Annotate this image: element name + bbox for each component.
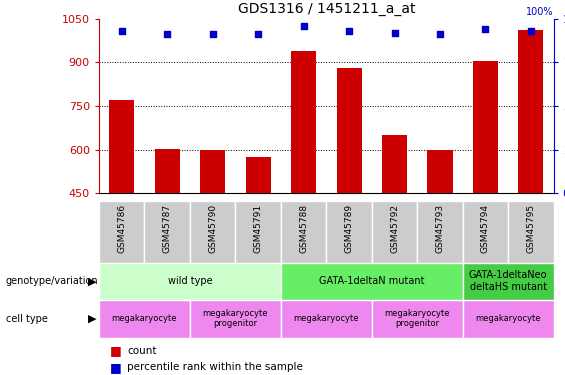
Point bbox=[345, 28, 354, 34]
Bar bbox=[281, 300, 372, 338]
Bar bbox=[246, 157, 271, 193]
Bar bbox=[463, 201, 508, 262]
Bar bbox=[372, 300, 463, 338]
Text: percentile rank within the sample: percentile rank within the sample bbox=[127, 363, 303, 372]
Bar bbox=[291, 51, 316, 193]
Bar bbox=[190, 201, 236, 262]
Point bbox=[481, 26, 490, 32]
Bar bbox=[463, 262, 554, 300]
Text: GSM45787: GSM45787 bbox=[163, 204, 172, 253]
Bar bbox=[99, 262, 281, 300]
Text: GSM45791: GSM45791 bbox=[254, 204, 263, 253]
Text: GSM45792: GSM45792 bbox=[390, 204, 399, 253]
Text: 100%: 100% bbox=[526, 7, 554, 17]
Text: GSM45788: GSM45788 bbox=[299, 204, 308, 253]
Text: megakaryocyte
progenitor: megakaryocyte progenitor bbox=[203, 309, 268, 328]
Bar bbox=[109, 100, 134, 193]
Bar bbox=[372, 201, 418, 262]
Bar bbox=[337, 68, 362, 193]
Text: ▶: ▶ bbox=[88, 276, 96, 286]
Text: cell type: cell type bbox=[6, 314, 47, 324]
Text: ▶: ▶ bbox=[88, 314, 96, 324]
Bar bbox=[99, 300, 190, 338]
Text: GSM45794: GSM45794 bbox=[481, 204, 490, 253]
Text: megakaryocyte: megakaryocyte bbox=[476, 314, 541, 323]
Point bbox=[163, 32, 172, 38]
Bar bbox=[327, 201, 372, 262]
Point bbox=[390, 30, 399, 36]
Bar bbox=[236, 201, 281, 262]
Bar bbox=[99, 201, 145, 262]
Bar bbox=[473, 61, 498, 193]
Title: GDS1316 / 1451211_a_at: GDS1316 / 1451211_a_at bbox=[237, 2, 415, 16]
Bar bbox=[190, 300, 281, 338]
Bar bbox=[519, 30, 544, 193]
Text: megakaryocyte
progenitor: megakaryocyte progenitor bbox=[385, 309, 450, 328]
Point bbox=[299, 23, 308, 29]
Bar bbox=[382, 135, 407, 193]
Point bbox=[117, 28, 126, 34]
Bar bbox=[508, 201, 554, 262]
Text: GSM45789: GSM45789 bbox=[345, 204, 354, 253]
Point bbox=[527, 28, 536, 34]
Bar bbox=[463, 300, 554, 338]
Bar bbox=[200, 150, 225, 193]
Point bbox=[254, 32, 263, 38]
Text: GATA-1deltaNeo
deltaHS mutant: GATA-1deltaNeo deltaHS mutant bbox=[469, 270, 547, 292]
Text: genotype/variation: genotype/variation bbox=[6, 276, 98, 286]
Text: ■: ■ bbox=[110, 344, 122, 357]
Bar bbox=[145, 201, 190, 262]
Text: GSM45793: GSM45793 bbox=[436, 204, 445, 253]
Text: wild type: wild type bbox=[168, 276, 212, 286]
Text: GSM45795: GSM45795 bbox=[527, 204, 536, 253]
Bar bbox=[428, 150, 453, 193]
Text: GSM45786: GSM45786 bbox=[117, 204, 126, 253]
Bar bbox=[155, 148, 180, 193]
Text: megakaryocyte: megakaryocyte bbox=[294, 314, 359, 323]
Bar bbox=[417, 201, 463, 262]
Bar bbox=[281, 262, 463, 300]
Text: megakaryocyte: megakaryocyte bbox=[112, 314, 177, 323]
Point bbox=[208, 32, 217, 38]
Text: GATA-1deltaN mutant: GATA-1deltaN mutant bbox=[319, 276, 424, 286]
Text: GSM45790: GSM45790 bbox=[208, 204, 217, 253]
Bar bbox=[281, 201, 327, 262]
Text: count: count bbox=[127, 346, 157, 355]
Text: ■: ■ bbox=[110, 361, 122, 374]
Point bbox=[436, 32, 445, 38]
